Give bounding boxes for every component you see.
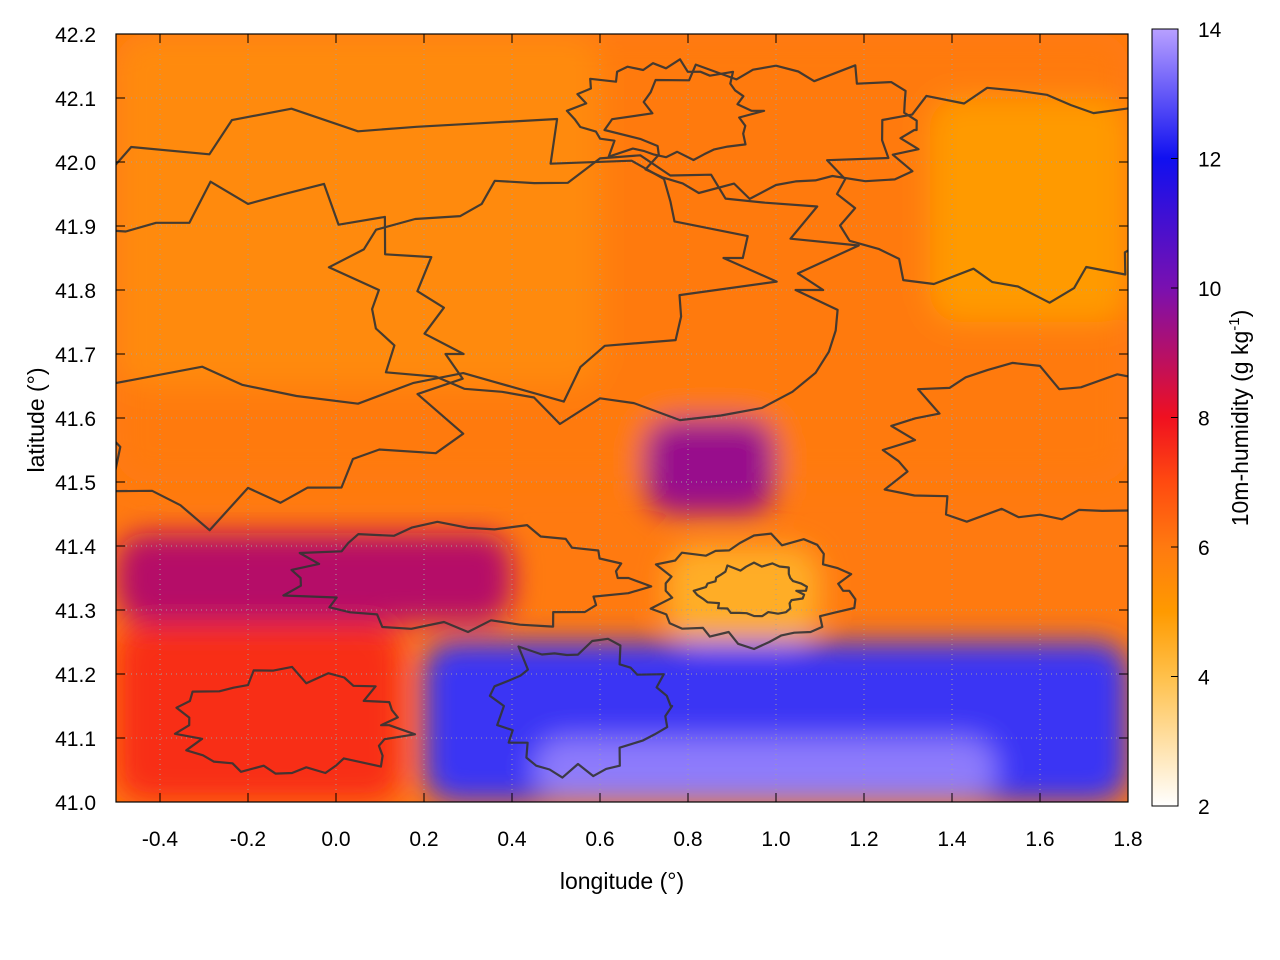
y-tick-label: 42.1: [55, 88, 96, 111]
y-tick-label: 41.0: [55, 792, 96, 815]
x-tick-label: 1.0: [761, 828, 790, 851]
y-tick-label: 42.0: [55, 152, 96, 175]
colorbar-label-sup: -1: [1226, 317, 1243, 330]
x-tick-label: 1.2: [849, 828, 878, 851]
contour-line: [603, 63, 920, 200]
y-tick-label: 42.2: [55, 24, 96, 47]
contour-line: [649, 532, 857, 651]
colorbar-label: 10m-humidity (g kg-1): [1226, 310, 1253, 527]
y-axis: 41.0 41.1 41.2 41.3 41.4 41.5 41.6 41.7 41.8 41.9…: [55, 24, 1128, 815]
colorbar-tick-label: 10: [1198, 278, 1221, 301]
contour-line: [116, 107, 778, 405]
heatmap-region-dry-core: [666, 546, 820, 642]
x-tick-label: 0.0: [321, 828, 350, 851]
y-tick-label: 41.5: [55, 472, 96, 495]
y-tick-label: 41.4: [55, 536, 96, 559]
colorbar-tick-label: 8: [1198, 408, 1210, 431]
colorbar-tick-label: 14: [1198, 19, 1222, 42]
colorbar-ticks: 2 4 6 8 10 12 14: [1171, 19, 1222, 819]
heatmap-region-moist-arc: [644, 418, 776, 514]
heatmap-regions: [116, 34, 1128, 802]
x-axis-label: longitude (°): [560, 868, 684, 894]
contour-line: [282, 520, 653, 634]
x-tick-label: 0.6: [585, 828, 614, 851]
heatmap-region-northwest-dry: [116, 34, 600, 386]
contour-lines: [116, 58, 1128, 779]
heatmap-region-northeast-dry: [930, 98, 1128, 322]
contour-line: [173, 665, 417, 775]
contour-line: [488, 637, 674, 779]
y-tick-label: 41.2: [55, 664, 96, 687]
y-tick-label: 41.8: [55, 280, 96, 303]
x-axis: -0.4 -0.2 0.0 0.2 0.4 0.6 0.8 1.0 1.2 1.4 1.6 1.8: [142, 34, 1143, 851]
x-tick-label: 0.4: [497, 828, 527, 851]
x-tick-label: 0.2: [409, 828, 438, 851]
heatmap-region-coastal-max: [534, 738, 996, 802]
y-tick-label: 41.3: [55, 600, 96, 623]
contour-line: [692, 561, 808, 618]
colorbar: 2 4 6 8 10 12 14 10m-humidity (g kg-1): [1151, 19, 1253, 819]
contour-line: [881, 361, 1128, 523]
colorbar-tick-label: 6: [1198, 537, 1210, 560]
x-tick-label: -0.2: [230, 828, 266, 851]
contour-line: [826, 86, 1128, 304]
y-tick-label: 41.7: [55, 344, 96, 367]
contour-line: [327, 154, 860, 426]
colorbar-tick-label: 4: [1198, 667, 1210, 690]
contour-line: [116, 180, 465, 532]
x-tick-label: 1.4: [937, 828, 967, 851]
x-tick-label: 1.6: [1025, 828, 1054, 851]
y-tick-label: 41.6: [55, 408, 96, 431]
colorbar-label-end: ): [1227, 310, 1253, 318]
colorbar-label-main: 10m-humidity (g kg: [1227, 331, 1253, 527]
colorbar-tick-label: 2: [1198, 796, 1210, 819]
x-tick-label: 0.8: [673, 828, 702, 851]
x-tick-label: 1.8: [1113, 828, 1142, 851]
y-tick-label: 41.1: [55, 728, 96, 751]
x-tick-label: -0.4: [142, 828, 179, 851]
y-tick-label: 41.9: [55, 216, 96, 239]
heatmap-region-west-lowland: [116, 622, 402, 802]
contour-line: [565, 58, 766, 162]
heatmap-region-ebro-front: [116, 533, 512, 623]
y-axis-label: latitude (°): [23, 367, 49, 472]
colorbar-tick-label: 12: [1198, 149, 1221, 172]
